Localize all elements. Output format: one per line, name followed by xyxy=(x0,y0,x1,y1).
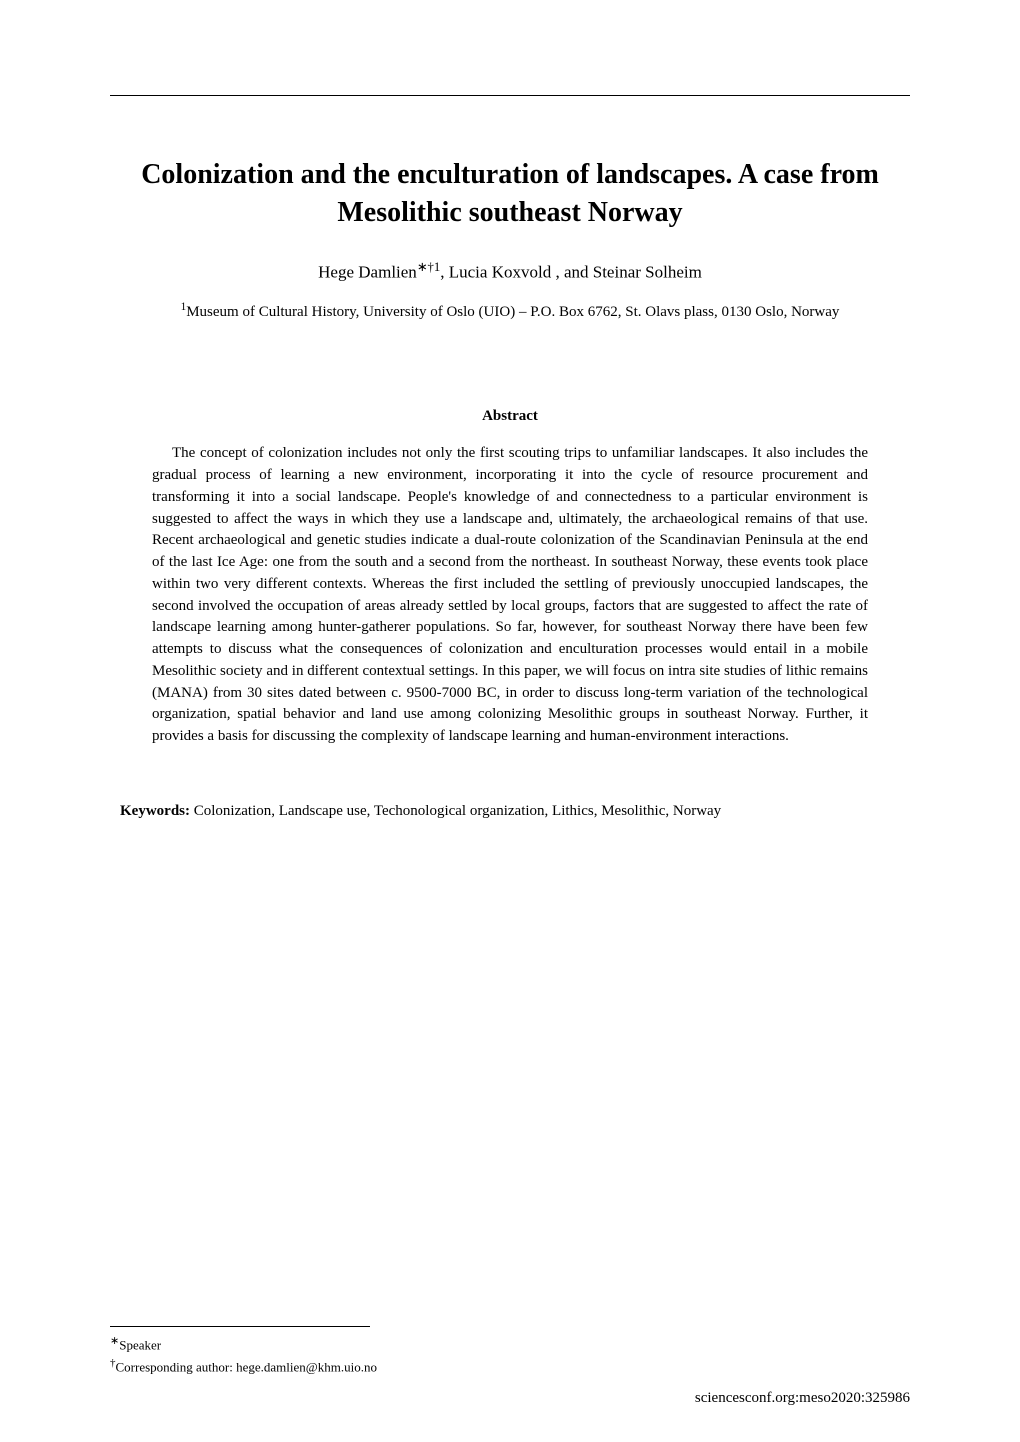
page-identifier: sciencesconf.org:meso2020:325986 xyxy=(695,1390,910,1407)
footnote-rule xyxy=(110,1326,370,1327)
keywords-text: Colonization, Landscape use, Techonologi… xyxy=(190,803,721,819)
footnote-corresponding: †Corresponding author: hege.damlien@khm.… xyxy=(110,1355,377,1377)
affiliation-line: 1Museum of Cultural History, University … xyxy=(110,300,910,323)
abstract-body: The concept of colonization includes not… xyxy=(110,443,910,748)
footnote-corresponding-text: Corresponding author: hege.damlien@khm.u… xyxy=(116,1360,377,1375)
footnote-speaker-text: Speaker xyxy=(119,1338,161,1353)
footnote-speaker: ∗Speaker xyxy=(110,1333,377,1355)
abstract-heading: Abstract xyxy=(110,408,910,425)
keywords-label: Keywords: xyxy=(120,803,190,819)
footnote-speaker-symbol: ∗ xyxy=(110,1335,119,1347)
keywords-line: Keywords: Colonization, Landscape use, T… xyxy=(110,803,910,820)
paper-title: Colonization and the enculturation of la… xyxy=(110,156,910,232)
abstract-text: The concept of colonization includes not… xyxy=(152,445,868,744)
authors-line: Hege Damlien∗†1, Lucia Koxvold , and Ste… xyxy=(110,260,910,283)
footnotes-block: ∗Speaker †Corresponding author: hege.dam… xyxy=(110,1333,377,1377)
top-horizontal-rule xyxy=(110,95,910,96)
